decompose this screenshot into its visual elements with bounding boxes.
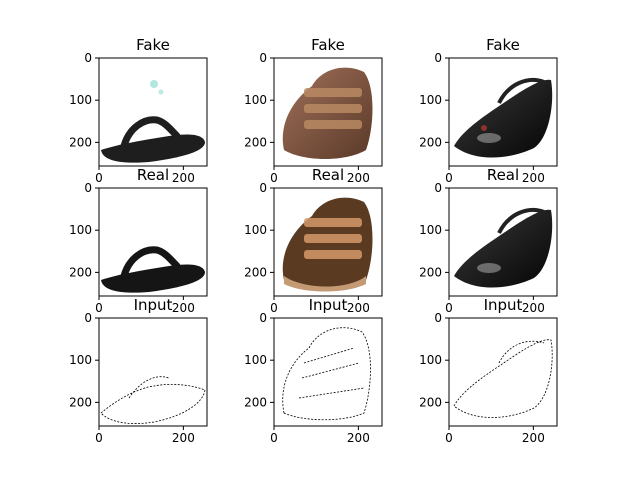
mary-jane-body [454, 79, 553, 158]
y-tick-label: 200 [419, 135, 442, 149]
panel-title: Fake [311, 36, 345, 54]
y-tick-label: 100 [69, 223, 92, 237]
velcro-strap [304, 234, 362, 243]
y-tick-label: 0 [84, 181, 92, 195]
image-area [274, 318, 382, 426]
sandal-sole [101, 134, 205, 163]
y-tick-label: 200 [69, 135, 92, 149]
x-tick-label: 0 [95, 431, 103, 445]
y-tick-label: 200 [69, 265, 92, 279]
velcro-strap [304, 88, 362, 97]
artifact-spot [158, 89, 164, 95]
x-tick-label: 200 [347, 301, 370, 315]
panel-real-2: Real 0 200 0 100 200 [244, 166, 383, 315]
x-tick-label: 200 [522, 301, 545, 315]
y-tick-label: 200 [419, 265, 442, 279]
panel-title: Input [134, 296, 173, 314]
axes-frame [273, 317, 383, 427]
x-tick-label: 0 [95, 171, 103, 185]
y-tick-label: 0 [434, 311, 442, 325]
y-tick-label: 100 [244, 353, 267, 367]
panel-input-2: Input 0 200 0 100 200 [244, 296, 383, 445]
image-area [449, 318, 557, 426]
artifact-spot [481, 125, 487, 131]
axes-frame [448, 187, 558, 297]
y-tick-label: 0 [259, 181, 267, 195]
artifact-spot [150, 80, 158, 88]
panel-title: Input [309, 296, 348, 314]
y-tick-label: 0 [259, 311, 267, 325]
mary-jane-body [454, 209, 553, 288]
velcro-strap [304, 218, 362, 227]
x-tick-label: 0 [445, 301, 453, 315]
axes-frame [98, 57, 208, 167]
shine-highlight [477, 263, 501, 273]
y-tick-label: 100 [69, 93, 92, 107]
x-tick-label: 200 [522, 431, 545, 445]
panel-input-1: Input 0 200 0 100 200 [69, 296, 208, 445]
panel-title: Real [487, 166, 519, 184]
y-tick-label: 0 [259, 51, 267, 65]
panel-title: Real [137, 166, 169, 184]
x-tick-label: 0 [270, 431, 278, 445]
y-tick-label: 200 [244, 135, 267, 149]
velcro-strap [304, 120, 362, 129]
panel-real-1: Real 0 200 0 100 200 [69, 166, 208, 315]
mary-jane-strap [497, 77, 545, 104]
panel-title: Real [312, 166, 344, 184]
y-tick-label: 100 [419, 93, 442, 107]
x-tick-label: 0 [95, 301, 103, 315]
axes-frame [448, 57, 558, 167]
sandal-sole [101, 264, 205, 293]
baby-shoe-edge-drawing [282, 327, 371, 421]
axes-frame [98, 317, 208, 427]
x-tick-label: 200 [347, 171, 370, 185]
y-tick-label: 100 [419, 223, 442, 237]
y-tick-label: 0 [84, 51, 92, 65]
y-tick-label: 0 [84, 311, 92, 325]
sandal-edge-drawing [100, 376, 206, 424]
x-tick-label: 200 [347, 431, 370, 445]
velcro-strap [304, 250, 362, 259]
x-tick-label: 0 [445, 171, 453, 185]
x-tick-label: 200 [172, 301, 195, 315]
baby-shoe-sole [284, 276, 366, 292]
y-tick-label: 100 [244, 223, 267, 237]
panel-input-3: Input 0 200 0 100 200 [419, 296, 558, 445]
x-tick-label: 0 [445, 431, 453, 445]
shine-highlight [477, 133, 501, 143]
y-tick-label: 0 [434, 51, 442, 65]
axes-frame [448, 317, 558, 427]
panel-fake-2: Fake 0 200 0 100 200 [244, 36, 383, 185]
panel-title: Fake [136, 36, 170, 54]
velcro-strap [304, 104, 362, 113]
y-tick-label: 100 [244, 93, 267, 107]
mary-jane-strap [497, 207, 545, 234]
y-tick-label: 200 [244, 265, 267, 279]
y-tick-label: 100 [419, 353, 442, 367]
panel-fake-1: Fake 0 200 0 100 200 [69, 36, 208, 185]
sandal-strap [120, 116, 181, 150]
sandal-strap [120, 246, 181, 280]
panel-real-3: Real 0 200 0 100 200 [419, 166, 558, 315]
axes-frame [98, 187, 208, 297]
x-tick-label: 0 [270, 301, 278, 315]
y-tick-label: 200 [244, 395, 267, 409]
x-tick-label: 200 [522, 171, 545, 185]
axes-frame [273, 57, 383, 167]
image-area [99, 318, 207, 426]
mary-jane-edge-drawing [453, 339, 553, 418]
y-tick-label: 200 [69, 395, 92, 409]
y-tick-label: 0 [434, 181, 442, 195]
y-tick-label: 100 [69, 353, 92, 367]
x-tick-label: 0 [270, 171, 278, 185]
y-tick-label: 200 [419, 395, 442, 409]
panel-fake-3: Fake 0 200 0 100 200 [419, 36, 558, 185]
axes-frame [273, 187, 383, 297]
x-tick-label: 200 [172, 171, 195, 185]
x-tick-label: 200 [172, 431, 195, 445]
panel-title: Fake [486, 36, 520, 54]
panel-title: Input [484, 296, 523, 314]
